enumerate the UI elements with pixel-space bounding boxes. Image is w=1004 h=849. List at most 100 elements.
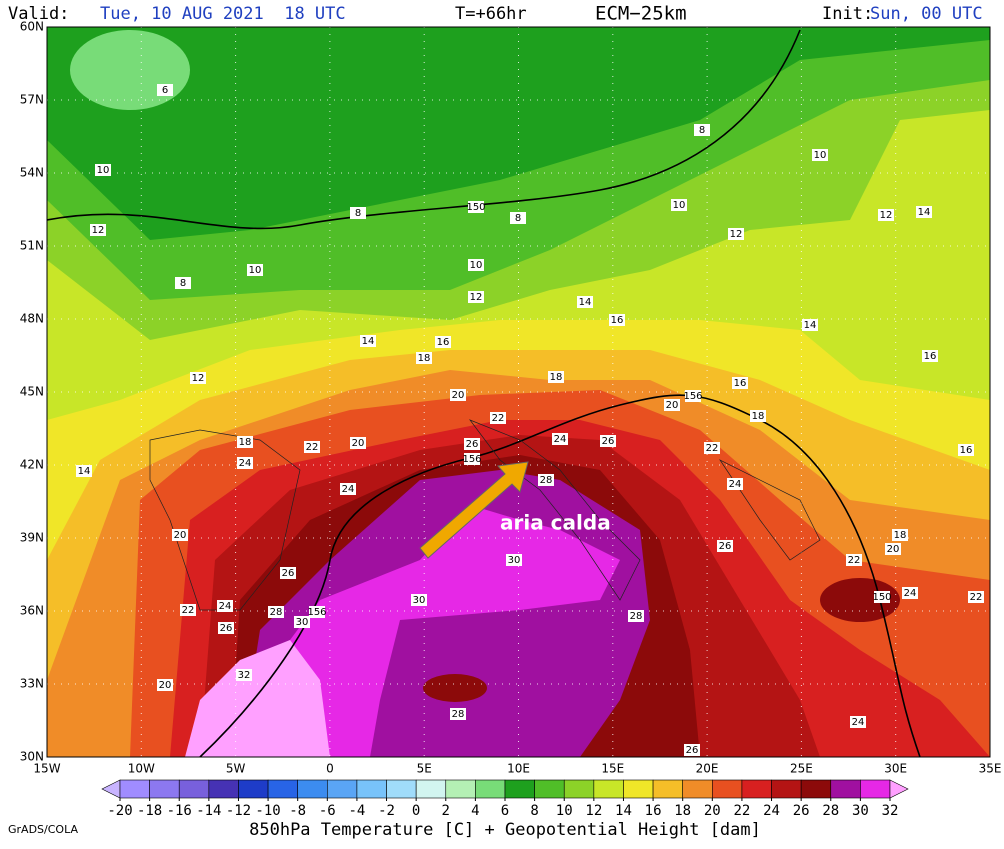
contour-label-text: 30 xyxy=(296,617,309,628)
colorbar-tick-label: -2 xyxy=(378,803,395,819)
contour-label-box xyxy=(538,474,554,486)
contour-label: 28 xyxy=(450,708,466,720)
contour-label: 26 xyxy=(280,567,296,579)
contour-label-text: 20 xyxy=(174,530,187,541)
contour-label: 8 xyxy=(175,277,191,289)
contour-label: 28 xyxy=(538,474,554,486)
contour-label-box xyxy=(468,291,484,303)
longitude-label: 10W xyxy=(128,762,155,776)
contour-label-text: 20 xyxy=(352,438,365,449)
contour-label-box xyxy=(416,352,432,364)
latitude-label: 39N xyxy=(20,531,44,545)
contour-label-text: 32 xyxy=(238,670,251,681)
contour-label-box xyxy=(732,377,748,389)
contour-label-box xyxy=(411,594,427,606)
contour-label-box xyxy=(812,149,828,161)
contour-label-text: 14 xyxy=(78,466,91,477)
colorbar-swatch xyxy=(593,779,624,799)
contour-label-box xyxy=(922,350,938,362)
contour-label: 14 xyxy=(577,296,593,308)
contour-label-text: 20 xyxy=(887,544,900,555)
colorbar-end xyxy=(101,779,121,799)
contour-label-box xyxy=(694,124,710,136)
contour-label-box xyxy=(846,554,862,566)
contour-label-text: 26 xyxy=(466,439,479,450)
contour-label: 20 xyxy=(450,389,466,401)
contour-label-box xyxy=(506,554,522,566)
contour-label: 12 xyxy=(468,291,484,303)
colorbar-swatch xyxy=(712,779,743,799)
contour-label-text: 16 xyxy=(960,445,973,456)
contour-label-box xyxy=(350,207,366,219)
contour-label-box xyxy=(885,543,901,555)
contour-label-text: 20 xyxy=(452,390,465,401)
longitude-label: 15W xyxy=(33,762,60,776)
contour-label: 16 xyxy=(732,377,748,389)
colorbar-swatch xyxy=(445,779,476,799)
longitude-label: 5W xyxy=(226,762,246,776)
colorbar-swatch xyxy=(475,779,506,799)
contour-label: 22 xyxy=(490,412,506,424)
contour-label-text: 22 xyxy=(306,442,319,453)
colorbar-swatch xyxy=(386,779,417,799)
contour-label-box xyxy=(577,296,593,308)
colorbar-tick-label: 6 xyxy=(501,803,509,819)
valid-label: Valid: xyxy=(8,4,69,24)
temperature-band xyxy=(185,640,330,757)
contour-label-box xyxy=(878,209,894,221)
geopotential-contour xyxy=(47,29,801,230)
contour-label-box xyxy=(684,744,700,756)
contour-label-text: 28 xyxy=(270,607,283,618)
contour-label-box xyxy=(180,604,196,616)
contour-label: 18 xyxy=(892,529,908,541)
contour-label-box xyxy=(958,444,974,456)
contour-label-box xyxy=(717,540,733,552)
temperature-band xyxy=(70,30,190,110)
colorbar-tick-label: -14 xyxy=(196,803,221,819)
contour-label-text: 24 xyxy=(219,601,232,612)
longitude-label: 10E xyxy=(507,762,530,776)
contour-label-text: 18 xyxy=(239,437,252,448)
contour-label: 10 xyxy=(468,259,484,271)
contour-label: 16 xyxy=(435,336,451,348)
contour-label-box xyxy=(490,412,506,424)
valid-time: Tue, 10 AUG 2021 18 UTC xyxy=(100,4,346,24)
colorbar-swatch xyxy=(771,779,802,799)
contour-label: 22 xyxy=(846,554,862,566)
contour-label: 30 xyxy=(411,594,427,606)
contour-label: 18 xyxy=(416,352,432,364)
temperature-band xyxy=(260,505,620,757)
longitude-label: 30E xyxy=(884,762,907,776)
contour-label-box xyxy=(704,442,720,454)
colorbar-tick-label: 28 xyxy=(822,803,839,819)
contour-label-box xyxy=(218,622,234,634)
contour-label-text: 30 xyxy=(508,555,521,566)
contour-label-text: 8 xyxy=(180,278,186,289)
contour-label-text: 8 xyxy=(515,213,521,224)
contour-label-text: 10 xyxy=(673,200,686,211)
colorbar-tick-label: 10 xyxy=(556,803,573,819)
contour-label: 10 xyxy=(95,164,111,176)
contour-label: 24 xyxy=(552,433,568,445)
contour-label: 24 xyxy=(727,478,743,490)
contour-label-text: 8 xyxy=(355,208,361,219)
contour-label-text: 22 xyxy=(706,443,719,454)
colorbar-swatch xyxy=(267,779,298,799)
colorbar-tick-label: -6 xyxy=(319,803,336,819)
latitude-label: 48N xyxy=(20,312,44,326)
colorbar-swatch xyxy=(297,779,328,799)
contour-label: 20 xyxy=(172,529,188,541)
colorbar-swatch xyxy=(238,779,269,799)
longitude-label: 15E xyxy=(601,762,624,776)
colorbar-tick-label: 32 xyxy=(882,803,899,819)
contour-label: 156 xyxy=(307,606,327,618)
contour-label-text: 10 xyxy=(97,165,110,176)
colorbar-tick-label: -4 xyxy=(348,803,365,819)
latitude-label: 45N xyxy=(20,385,44,399)
colorbar-tick-label: 14 xyxy=(615,803,632,819)
contour-label: 18 xyxy=(750,410,766,422)
map-area: 6 10 12 8 10 8 150 8 10 12 8 10 10 12 12 14 14 16 14 14 18 16… xyxy=(47,27,990,757)
contour-label: 150 xyxy=(466,201,486,213)
contour-label-text: 24 xyxy=(342,484,355,495)
